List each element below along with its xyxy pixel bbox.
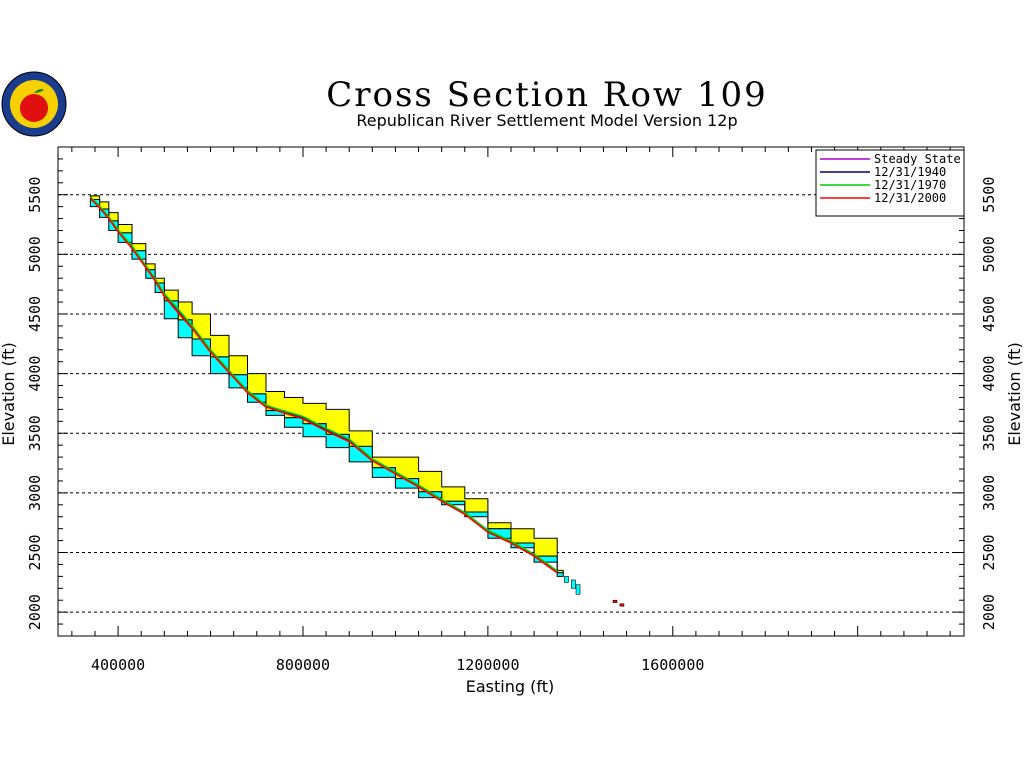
y-tick-label-left: 2500 <box>26 534 44 570</box>
chart-subtitle: Republican River Settlement Model Versio… <box>356 111 737 130</box>
y-tick-label-left: 5000 <box>26 236 44 272</box>
y-tick-label-left: 2000 <box>26 594 44 630</box>
legend-box <box>815 149 965 217</box>
axes <box>57 146 965 637</box>
y-tick-label-right: 2500 <box>980 534 998 570</box>
isolated-cell-0 <box>564 576 569 583</box>
agency-seal-logo <box>1 71 67 137</box>
x-tick-label: 800000 <box>276 656 330 674</box>
y-tick-label-left: 4000 <box>26 356 44 392</box>
apple-icon <box>20 94 48 122</box>
gridlines <box>58 194 964 613</box>
y-tick-label-left: 3000 <box>26 475 44 511</box>
x-tick-label: 1200000 <box>456 656 519 674</box>
chart-title: Cross Section Row 109 <box>326 75 767 115</box>
y-tick-label-right: 5000 <box>980 236 998 272</box>
y-axis-label-left: Elevation (ft) <box>0 342 18 446</box>
legend: Steady State12/31/194012/31/197012/31/20… <box>815 149 965 217</box>
series-line-2 <box>89 196 558 572</box>
isolated-cell-2 <box>575 584 581 595</box>
x-axis-label: Easting (ft) <box>466 677 554 696</box>
x-tick-label: 400000 <box>91 656 145 674</box>
isolated-cell-4 <box>619 603 625 607</box>
y-tick-label-right: 3500 <box>980 415 998 451</box>
y-tick-label-right: 3000 <box>980 475 998 511</box>
legend-label: 12/31/1970 <box>874 178 946 192</box>
legend-label: 12/31/1940 <box>874 165 946 179</box>
y-tick-label-right: 4500 <box>980 296 998 332</box>
series-line-3 <box>89 197 558 574</box>
y-tick-label-left: 5500 <box>26 177 44 213</box>
y-tick-label-right: 5500 <box>980 177 998 213</box>
isolated-cell-3 <box>612 599 618 603</box>
layer-fills <box>89 195 625 607</box>
legend-label: Steady State <box>874 152 961 166</box>
x-tick-label: 1600000 <box>641 656 704 674</box>
plot-frame <box>57 146 965 637</box>
tick-labels: 400000 800000 1200000 1600000 2000 2000 2500 25… <box>26 177 998 674</box>
isolated-cell-1 <box>571 579 576 589</box>
upper-layer-fill <box>89 195 564 574</box>
y-tick-label-left: 4500 <box>26 296 44 332</box>
series-lines <box>89 196 558 574</box>
y-tick-label-left: 3500 <box>26 415 44 451</box>
lower-layer-fill <box>89 199 564 577</box>
y-axis-label-right: Elevation (ft) <box>1005 342 1024 446</box>
y-tick-label-right: 2000 <box>980 594 998 630</box>
y-tick-label-right: 4000 <box>980 356 998 392</box>
legend-label: 12/31/2000 <box>874 191 946 205</box>
